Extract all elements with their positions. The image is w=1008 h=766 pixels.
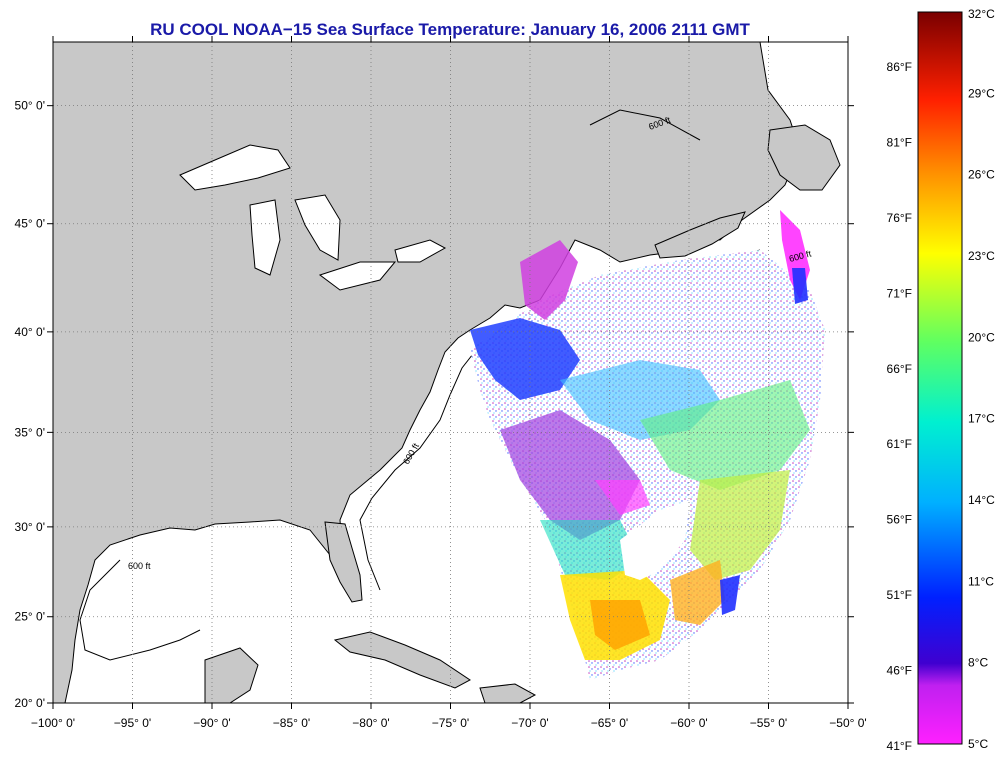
newfoundland-land: [767, 124, 841, 191]
celsius-label: 29°C: [968, 86, 995, 100]
map-title: RU COOL NOAA−15 Sea Surface Temperature:…: [150, 20, 750, 39]
longitude-axis: −100° 0' −95° 0' −90° 0' −85° 0' −80° 0' −75°…: [31, 36, 867, 730]
fahrenheit-label: 81°F: [887, 135, 912, 149]
x-tick-label: −50° 0': [829, 716, 866, 730]
x-tick-label: −65° 0': [591, 716, 628, 730]
celsius-label: 11°C: [968, 574, 994, 588]
cuba-land: [333, 631, 471, 689]
fahrenheit-label: 41°F: [887, 739, 912, 753]
celsius-label: 5°C: [968, 737, 988, 751]
fahrenheit-label: 76°F: [887, 211, 912, 225]
y-tick-label: 20° 0': [15, 696, 45, 710]
fahrenheit-label: 56°F: [887, 513, 912, 527]
x-tick-label: −85° 0': [273, 716, 310, 730]
y-tick-label: 40° 0': [15, 325, 45, 339]
great-lakes: [179, 144, 447, 291]
florida-land: [324, 521, 363, 603]
x-tick-label: −80° 0': [352, 716, 389, 730]
x-tick-label: −90° 0': [193, 716, 230, 730]
x-tick-label: −60° 0': [670, 716, 707, 730]
celsius-label: 32°C: [968, 7, 995, 21]
celsius-label: 17°C: [968, 412, 995, 426]
yucatan-land: [204, 647, 259, 703]
x-tick-label: −55° 0': [750, 716, 787, 730]
x-tick-label: −75° 0': [432, 716, 469, 730]
colorbar: 32°C 29°C 26°C 23°C 20°C 17°C 14°C 11°C 8°C 5°C 86…: [887, 7, 996, 753]
graticule: [53, 42, 848, 703]
nova-scotia-land: [654, 211, 746, 259]
y-tick-label: 50° 0': [15, 99, 45, 113]
fahrenheit-label: 61°F: [887, 437, 912, 451]
y-tick-label: 45° 0': [15, 217, 45, 231]
x-tick-label: −100° 0': [31, 716, 75, 730]
sst-swath: [470, 210, 825, 680]
latitude-axis: 20° 0' 25° 0' 30° 0' 35° 0' 40° 0' 45° 0' 50° …: [15, 99, 854, 710]
y-tick-label: 25° 0': [15, 610, 45, 624]
x-tick-label: −95° 0': [114, 716, 151, 730]
celsius-label: 26°C: [968, 168, 995, 182]
fahrenheit-label: 86°F: [887, 60, 912, 74]
celsius-label: 23°C: [968, 249, 995, 263]
celsius-label: 8°C: [968, 656, 988, 670]
isobath-label: 600 ft: [128, 561, 151, 571]
x-tick-label: −70° 0': [511, 716, 548, 730]
celsius-label: 20°C: [968, 330, 995, 344]
fahrenheit-label: 66°F: [887, 362, 912, 376]
isobath-contour: [79, 109, 761, 661]
fahrenheit-label: 51°F: [887, 588, 912, 602]
fahrenheit-label: 46°F: [887, 664, 912, 678]
hispaniola-land: [479, 683, 537, 703]
celsius-label: 14°C: [968, 493, 995, 507]
y-tick-label: 35° 0': [15, 425, 45, 439]
colorbar-gradient: [917, 11, 963, 745]
y-tick-label: 30° 0': [15, 520, 45, 534]
fahrenheit-label: 71°F: [887, 286, 912, 300]
